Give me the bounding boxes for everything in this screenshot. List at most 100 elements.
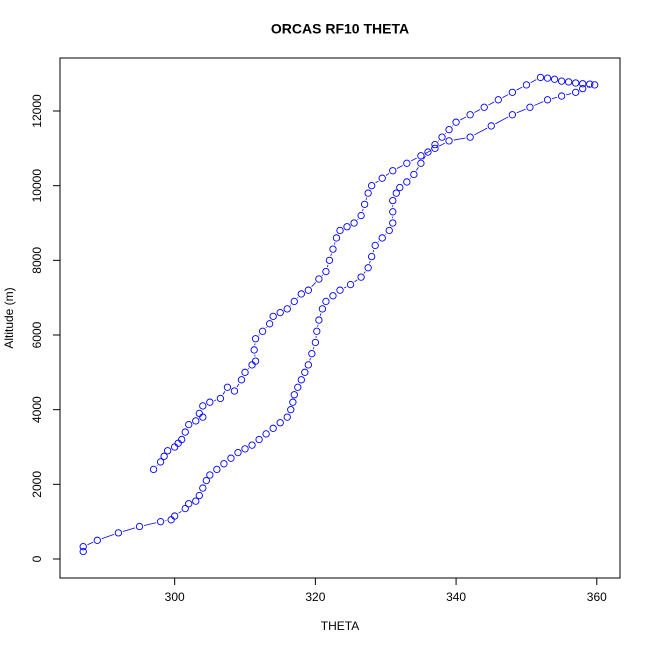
point <box>304 361 312 369</box>
point <box>195 491 203 500</box>
connector <box>222 391 226 395</box>
connector <box>424 150 432 154</box>
point <box>564 78 573 86</box>
point <box>163 447 172 455</box>
connector <box>178 510 182 514</box>
point <box>543 74 552 82</box>
point <box>315 275 323 283</box>
connector <box>385 233 387 235</box>
point <box>389 208 397 216</box>
connector <box>309 358 311 361</box>
point <box>364 189 372 197</box>
point <box>185 420 193 429</box>
point <box>350 219 358 227</box>
connector <box>451 125 454 127</box>
point <box>487 122 495 130</box>
point <box>255 435 263 444</box>
x-tick-label: 300 <box>165 590 185 604</box>
point <box>181 428 189 436</box>
connector <box>385 173 390 176</box>
connector <box>143 522 157 526</box>
point <box>297 290 305 298</box>
connector <box>375 180 379 184</box>
point <box>223 383 232 391</box>
connector <box>437 140 440 142</box>
point <box>276 419 284 427</box>
point <box>308 350 316 358</box>
point <box>389 196 397 205</box>
connector <box>122 527 136 532</box>
point <box>287 406 295 414</box>
x-axis-label: THETA <box>321 619 359 633</box>
point <box>579 80 587 88</box>
point <box>329 245 337 253</box>
point <box>181 504 189 513</box>
point <box>216 394 225 403</box>
connector <box>319 313 322 316</box>
point <box>508 88 517 96</box>
connector <box>258 334 260 336</box>
point <box>156 518 165 526</box>
y-tick-label: 8000 <box>30 247 44 274</box>
connector <box>551 96 558 99</box>
point <box>360 200 369 208</box>
point <box>199 484 207 492</box>
point <box>318 305 327 313</box>
connector <box>566 93 572 96</box>
point <box>199 402 207 410</box>
connector <box>236 383 240 388</box>
point <box>494 96 502 104</box>
point <box>248 361 256 369</box>
point <box>325 256 334 264</box>
point <box>431 144 439 152</box>
point <box>269 424 277 432</box>
y-tick-label: 12000 <box>30 94 44 128</box>
point <box>572 79 580 87</box>
point <box>445 126 453 134</box>
connector <box>247 368 250 370</box>
connector <box>396 165 403 169</box>
point <box>251 335 260 343</box>
connector <box>416 167 419 171</box>
point <box>371 241 379 250</box>
connector <box>516 108 526 114</box>
connector <box>488 101 495 106</box>
point <box>572 88 580 96</box>
point <box>156 458 165 466</box>
point <box>276 308 284 317</box>
connector <box>474 109 481 113</box>
point <box>466 111 474 119</box>
point <box>368 252 376 261</box>
point <box>206 398 214 406</box>
point <box>297 376 305 384</box>
point <box>269 312 277 320</box>
connector <box>438 142 446 147</box>
point <box>403 159 411 167</box>
point <box>526 103 534 111</box>
point <box>79 543 87 551</box>
point <box>230 387 239 395</box>
connector <box>311 282 316 288</box>
chart-title: ORCAS RF10 THETA <box>271 21 409 37</box>
point <box>311 338 320 347</box>
point <box>322 297 330 306</box>
connector <box>534 101 544 106</box>
point <box>452 118 460 126</box>
point <box>301 368 309 376</box>
point <box>417 152 425 160</box>
point <box>294 383 302 391</box>
connector <box>378 241 380 243</box>
point <box>389 219 397 227</box>
point <box>241 368 249 376</box>
connector <box>333 242 336 245</box>
point <box>579 84 587 93</box>
connector <box>214 399 217 402</box>
connector <box>372 249 375 253</box>
point <box>389 167 397 175</box>
point <box>357 211 365 220</box>
point <box>206 471 214 479</box>
point <box>313 327 321 335</box>
connector <box>530 79 537 84</box>
y-tick-label: 2000 <box>30 471 44 498</box>
